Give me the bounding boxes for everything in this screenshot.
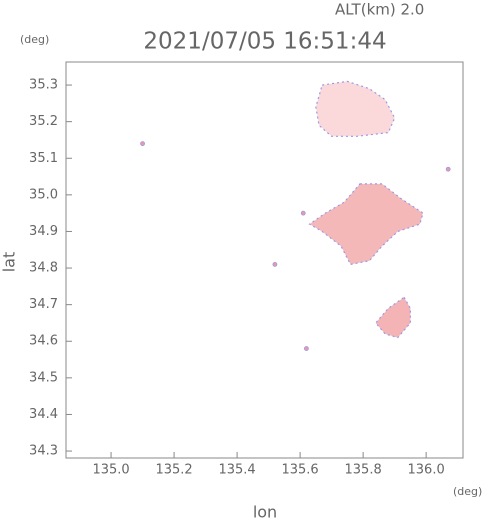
x-tick-label: 135.6: [281, 463, 318, 478]
x-tick-label: 136.0: [408, 463, 445, 478]
y-axis-label: lat: [0, 252, 19, 273]
echo-point: [304, 346, 309, 351]
y-tick-label: 35.2: [29, 114, 58, 129]
plot-frame: [65, 61, 464, 459]
x-tick-label: 135.0: [92, 463, 129, 478]
x-unit: (deg): [453, 485, 482, 498]
y-tick-label: 35.3: [29, 78, 58, 93]
echo-point: [300, 210, 306, 216]
y-tick-label: 34.7: [29, 297, 58, 312]
echo-point: [140, 141, 145, 147]
y-tick-label: 35.1: [29, 151, 58, 166]
chart-title: 2021/07/05 16:51:44: [143, 29, 386, 55]
y-tick-label: 35.0: [29, 187, 58, 202]
y-tick-label: 34.5: [29, 370, 58, 385]
y-tick-label: 34.3: [29, 444, 58, 459]
x-tick-label: 135.2: [155, 463, 192, 478]
altitude-label: ALT(km) 2.0: [335, 1, 424, 19]
echo-area: [315, 80, 396, 137]
x-tick-label: 135.4: [218, 463, 255, 478]
echo-area: [374, 296, 411, 339]
y-tick-label: 34.4: [29, 407, 58, 422]
x-axis-label: lon: [253, 503, 277, 522]
echo-point: [445, 166, 451, 172]
echo-point: [272, 261, 278, 267]
y-tick-label: 34.6: [29, 334, 58, 349]
y-unit: (deg): [20, 33, 49, 46]
y-tick-label: 34.9: [29, 224, 58, 239]
y-tick-label: 34.8: [29, 261, 58, 276]
echo-area: [308, 183, 424, 266]
x-tick-label: 135.8: [345, 463, 382, 478]
